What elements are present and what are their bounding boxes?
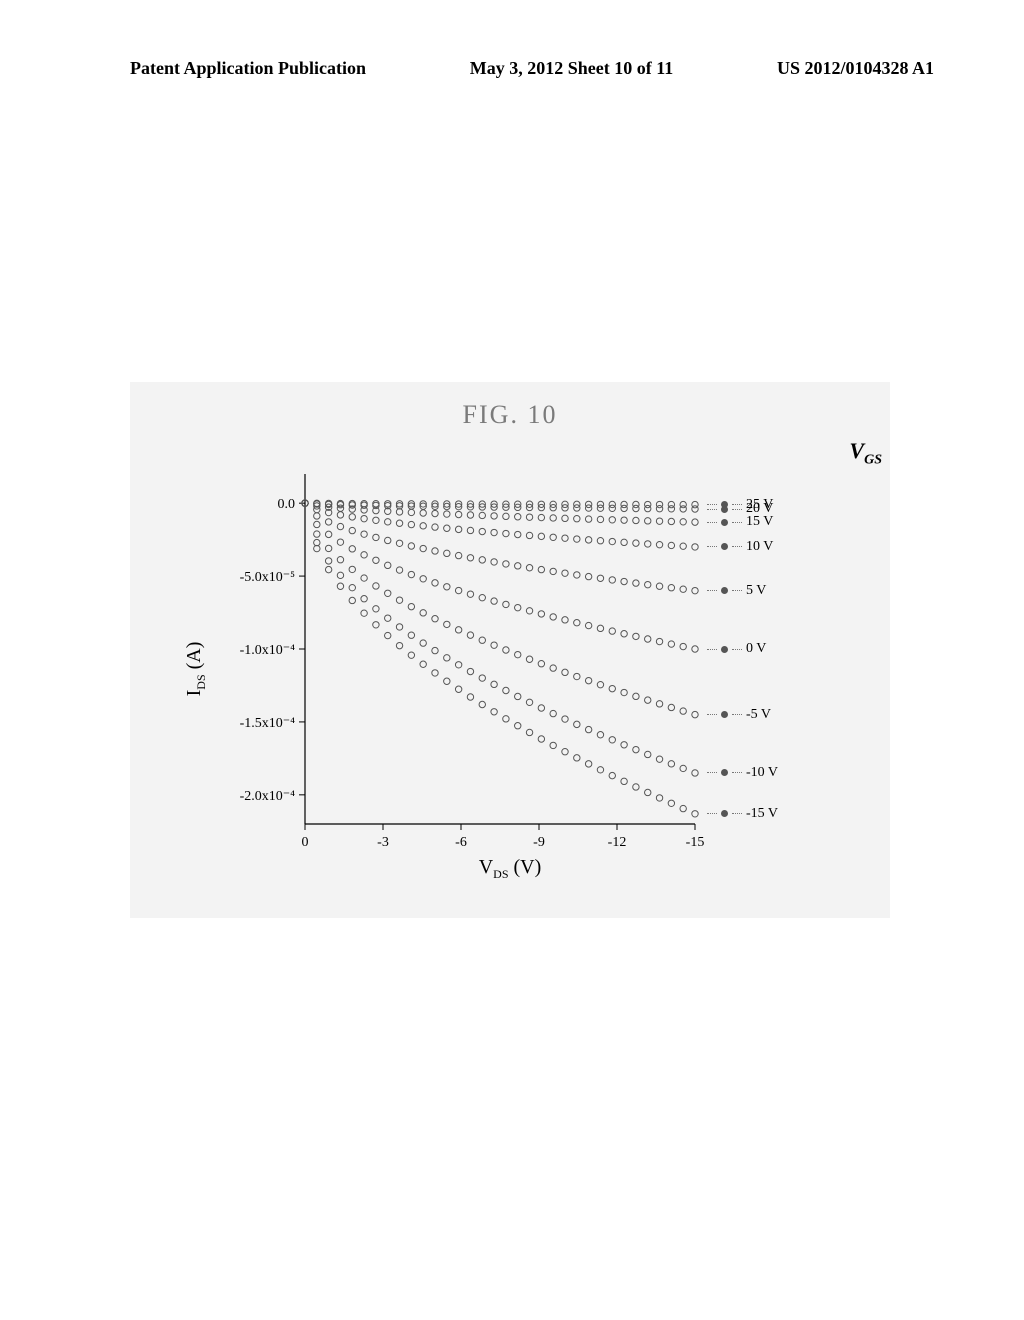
svg-text:0: 0 (302, 835, 309, 850)
legend-dash (732, 714, 742, 715)
legend-dash (707, 714, 717, 715)
legend-title: VGS (849, 438, 882, 468)
legend-marker-icon (721, 506, 728, 513)
page-header: Patent Application Publication May 3, 20… (0, 58, 1024, 79)
legend-dash (732, 772, 742, 773)
legend-marker-icon (721, 543, 728, 550)
legend-entry: 15 V (707, 514, 773, 530)
legend-dash (732, 546, 742, 547)
legend-marker-icon (721, 769, 728, 776)
legend-label: -15 V (746, 806, 778, 822)
legend-marker-icon (721, 810, 728, 817)
legend-dash (707, 813, 717, 814)
legend-dash (732, 590, 742, 591)
legend-dash (707, 509, 717, 510)
legend-entry: -15 V (707, 806, 778, 822)
header-left: Patent Application Publication (130, 58, 366, 79)
svg-text:-6: -6 (455, 835, 467, 850)
legend-marker-icon (721, 711, 728, 718)
svg-text:-5.0x10⁻⁵: -5.0x10⁻⁵ (240, 570, 296, 585)
svg-text:-12: -12 (608, 835, 627, 850)
legend-marker-icon (721, 646, 728, 653)
legend-label: 0 V (746, 641, 766, 657)
svg-text:-1.0x10⁻⁴: -1.0x10⁻⁴ (240, 643, 296, 658)
svg-text:-2.0x10⁻⁴: -2.0x10⁻⁴ (240, 789, 296, 804)
legend-label: -10 V (746, 765, 778, 781)
legend-dash (707, 590, 717, 591)
x-axis-label: VDS (V) (479, 856, 542, 882)
header-middle: May 3, 2012 Sheet 10 of 11 (470, 58, 673, 79)
figure-container: FIG. 10 VGS IDS (A) 0 -3 -6 -9 -12 -15 0.0 -5.0… (130, 382, 890, 918)
figure-title: FIG. 10 (130, 400, 890, 430)
legend-dash (707, 546, 717, 547)
svg-text:-1.5x10⁻⁴: -1.5x10⁻⁴ (240, 716, 296, 731)
legend-label: 15 V (746, 514, 773, 530)
legend-dash (732, 813, 742, 814)
page: Patent Application Publication May 3, 20… (0, 0, 1024, 1320)
legend-entry: -5 V (707, 707, 771, 723)
svg-text:-3: -3 (377, 835, 389, 850)
legend-dash (707, 772, 717, 773)
legend-dash (732, 509, 742, 510)
legend-dash (732, 522, 742, 523)
legend-label: 5 V (746, 583, 766, 599)
svg-text:-15: -15 (686, 835, 705, 850)
legend-entry: 0 V (707, 641, 766, 657)
y-axis-label: IDS (A) (183, 614, 209, 669)
svg-text:0.0: 0.0 (278, 497, 296, 512)
svg-text:-9: -9 (533, 835, 545, 850)
legend-label: -5 V (746, 707, 771, 723)
legend-marker-icon (721, 519, 728, 526)
legend-entry: 10 V (707, 539, 773, 555)
header-right: US 2012/0104328 A1 (777, 58, 934, 79)
legend-dash (732, 649, 742, 650)
legend-dash (707, 649, 717, 650)
legend-label: 10 V (746, 539, 773, 555)
legend-entry: 5 V (707, 583, 766, 599)
chart-svg: 0 -3 -6 -9 -12 -15 0.0 -5.0x10⁻⁵ -1.0x10⁻⁴ -1.5x1… (190, 454, 710, 884)
legend-entry: -10 V (707, 765, 778, 781)
legend-dash (707, 522, 717, 523)
legend-marker-icon (721, 587, 728, 594)
